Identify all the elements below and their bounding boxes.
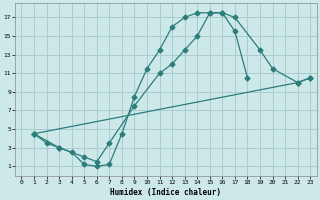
X-axis label: Humidex (Indice chaleur): Humidex (Indice chaleur): [110, 188, 221, 197]
